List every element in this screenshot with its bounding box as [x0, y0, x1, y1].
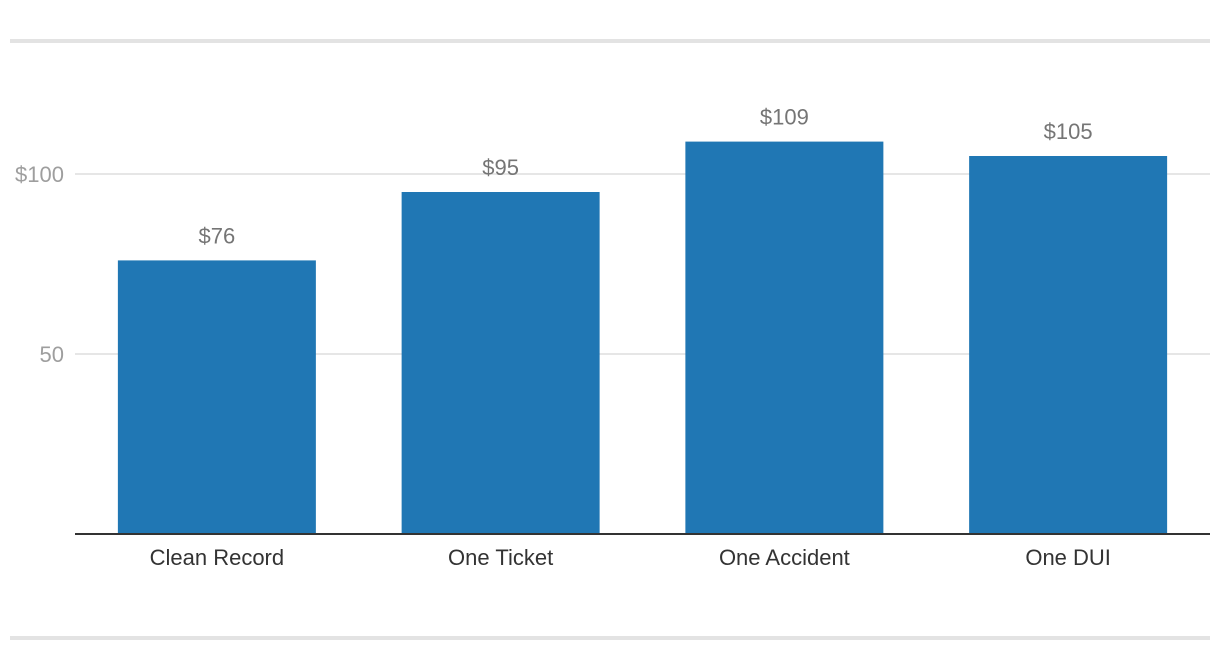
- data-label: $109: [760, 105, 809, 130]
- bars: [117, 141, 1168, 534]
- y-tick-label: $100: [15, 162, 64, 187]
- x-tick-label: One DUI: [1025, 545, 1111, 570]
- y-axis-ticks: 50 $100: [15, 162, 64, 367]
- x-tick-label: One Accident: [719, 545, 850, 570]
- y-tick-label: 50: [40, 342, 64, 367]
- bar: [685, 141, 884, 534]
- data-labels: $76 $95 $109 $105: [199, 105, 1093, 249]
- bar: [117, 260, 316, 534]
- bottom-divider: [10, 636, 1210, 640]
- data-label: $105: [1044, 119, 1093, 144]
- bar: [969, 156, 1168, 534]
- data-label: $76: [199, 223, 236, 248]
- x-tick-label: One Ticket: [448, 545, 553, 570]
- x-tick-label: Clean Record: [150, 545, 285, 570]
- data-label: $95: [482, 155, 519, 180]
- x-axis-ticks: Clean Record One Ticket One Accident One DU…: [150, 545, 1111, 570]
- top-divider: [10, 39, 1210, 43]
- bar: [401, 192, 600, 534]
